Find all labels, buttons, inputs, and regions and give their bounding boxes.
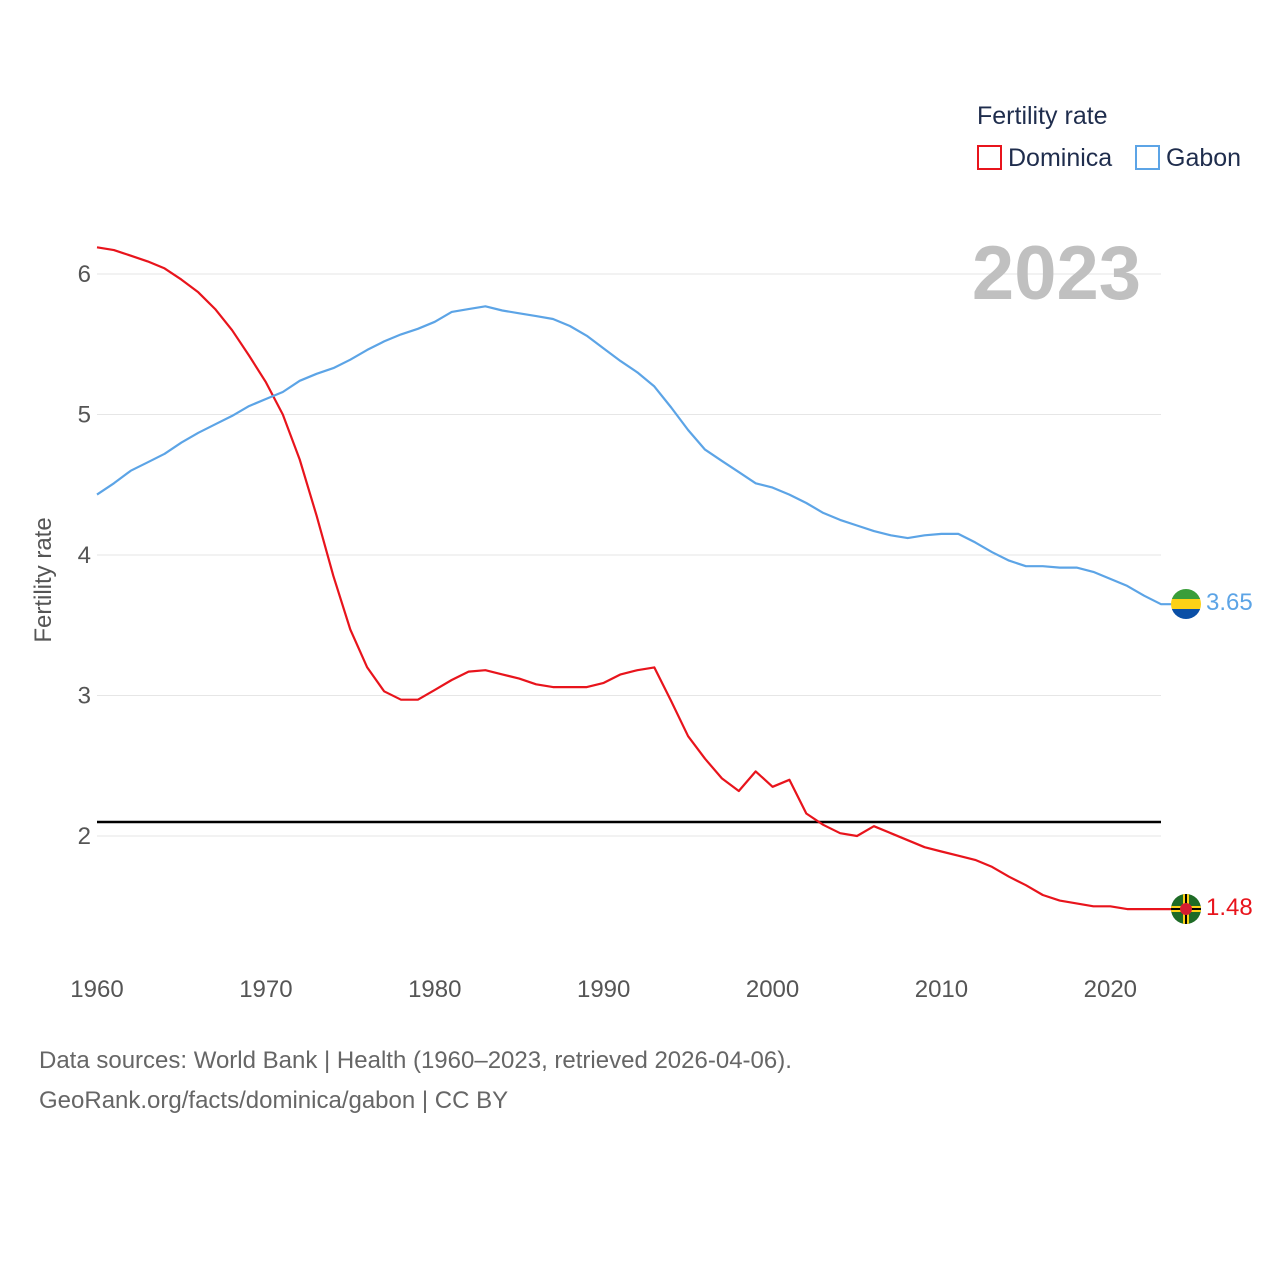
legend-label-dominica: Dominica: [1008, 144, 1112, 172]
series-lines: [96, 246, 1172, 911]
x-tick-label: 1970: [239, 976, 292, 1003]
x-tick-label: 1980: [408, 976, 461, 1003]
x-tick-label: 2010: [915, 976, 968, 1003]
y-axis-ticks: 2 3 4 5 6: [78, 261, 91, 850]
legend-swatch-gabon: [1135, 145, 1160, 170]
source-line-2: GeoRank.org/facts/dominica/gabon | CC BY: [39, 1087, 508, 1114]
gridlines: [97, 273, 1161, 837]
x-axis-ticks: 1960 1970 1980 1990 2000 2010 2020: [70, 976, 1137, 1003]
dominica-flag-icon: [1171, 894, 1201, 924]
y-tick-label: 3: [78, 683, 91, 710]
year-label: 2023: [972, 231, 1141, 316]
gabon-end-value: 3.65: [1206, 589, 1253, 616]
legend-title: Fertility rate: [977, 102, 1108, 130]
y-tick-label: 2: [78, 823, 91, 850]
series-line-gabon: [96, 305, 1172, 606]
gabon-flag-icon: [1171, 589, 1201, 619]
legend-label-gabon: Gabon: [1166, 144, 1241, 172]
source-line-1: Data sources: World Bank | Health (1960–…: [39, 1047, 792, 1074]
y-tick-label: 5: [78, 402, 91, 429]
x-tick-label: 1960: [70, 976, 123, 1003]
legend-swatch-dominica: [977, 145, 1002, 170]
dominica-end-value: 1.48: [1206, 894, 1253, 921]
y-axis-label: Fertility rate: [30, 517, 57, 642]
y-tick-label: 4: [78, 542, 91, 569]
series-line-dominica: [96, 246, 1172, 911]
x-tick-label: 1990: [577, 976, 630, 1003]
y-tick-label: 6: [78, 261, 91, 288]
legend: Fertility rate Dominica Gabon: [977, 102, 1241, 172]
x-tick-label: 2020: [1084, 976, 1137, 1003]
x-tick-label: 2000: [746, 976, 799, 1003]
